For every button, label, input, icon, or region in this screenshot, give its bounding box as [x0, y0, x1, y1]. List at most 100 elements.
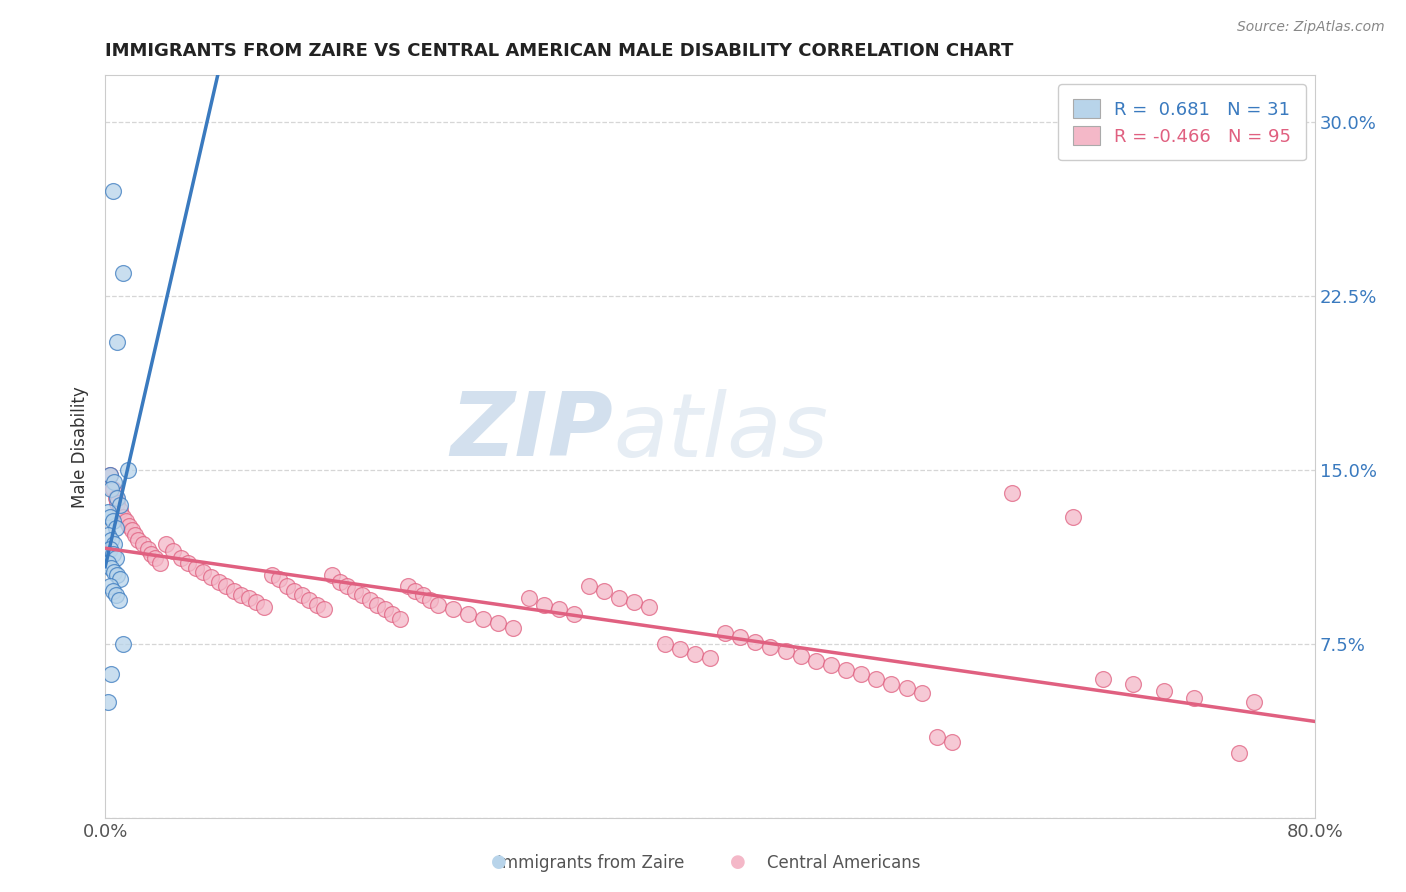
Point — [283, 583, 305, 598]
Point — [267, 572, 290, 586]
Point — [759, 640, 782, 654]
Point — [104, 551, 127, 566]
Point — [103, 537, 125, 551]
Point — [105, 335, 128, 350]
Text: ●: ● — [730, 853, 747, 871]
Point — [110, 498, 132, 512]
Point — [101, 482, 124, 496]
Point — [104, 521, 127, 535]
Point — [98, 542, 121, 557]
Point — [104, 589, 127, 603]
Point — [849, 667, 872, 681]
Point — [1001, 486, 1024, 500]
Point — [97, 505, 120, 519]
Point — [291, 589, 314, 603]
Point — [865, 672, 887, 686]
Point — [502, 621, 524, 635]
Point — [105, 491, 128, 505]
Point — [193, 566, 215, 580]
Point — [101, 547, 124, 561]
Point — [638, 600, 661, 615]
Point — [98, 467, 121, 482]
Point — [804, 653, 827, 667]
Point — [374, 602, 396, 616]
Point — [100, 533, 122, 547]
Point — [336, 579, 359, 593]
Point — [101, 185, 124, 199]
Point — [404, 583, 426, 598]
Point — [305, 598, 328, 612]
Point — [366, 598, 388, 612]
Point — [419, 593, 441, 607]
Point — [222, 583, 245, 598]
Point — [1243, 695, 1265, 709]
Point — [941, 735, 963, 749]
Point — [117, 463, 139, 477]
Point — [623, 595, 645, 609]
Point — [472, 612, 495, 626]
Text: atlas: atlas — [613, 389, 828, 475]
Point — [744, 635, 766, 649]
Point — [253, 600, 276, 615]
Point — [593, 583, 616, 598]
Point — [699, 651, 721, 665]
Point — [276, 579, 298, 593]
Point — [396, 579, 419, 593]
Point — [105, 567, 128, 582]
Point — [200, 570, 222, 584]
Point — [207, 574, 229, 589]
Point — [149, 556, 172, 570]
Point — [238, 591, 260, 605]
Point — [607, 591, 630, 605]
Point — [136, 542, 159, 557]
Point — [98, 467, 121, 482]
Legend: R =  0.681   N = 31, R = -0.466   N = 95: R = 0.681 N = 31, R = -0.466 N = 95 — [1059, 84, 1306, 161]
Point — [97, 556, 120, 570]
Point — [412, 589, 434, 603]
Point — [343, 583, 366, 598]
Point — [1182, 690, 1205, 705]
Point — [170, 551, 193, 566]
Point — [683, 647, 706, 661]
Point — [578, 579, 600, 593]
Point — [100, 667, 122, 681]
Point — [298, 593, 321, 607]
Point — [1153, 683, 1175, 698]
Text: ZIP: ZIP — [450, 389, 613, 475]
Text: ●: ● — [491, 853, 508, 871]
Point — [108, 593, 131, 607]
Point — [155, 537, 177, 551]
Point — [789, 648, 811, 663]
Point — [124, 528, 146, 542]
Point — [1092, 672, 1115, 686]
Text: IMMIGRANTS FROM ZAIRE VS CENTRAL AMERICAN MALE DISABILITY CORRELATION CHART: IMMIGRANTS FROM ZAIRE VS CENTRAL AMERICA… — [105, 42, 1014, 60]
Point — [321, 567, 343, 582]
Point — [100, 482, 122, 496]
Point — [910, 686, 932, 700]
Point — [1227, 747, 1250, 761]
Point — [381, 607, 404, 621]
Point — [426, 598, 449, 612]
Point — [132, 537, 155, 551]
Point — [103, 475, 125, 489]
Point — [457, 607, 479, 621]
Point — [139, 547, 162, 561]
Point — [562, 607, 585, 621]
Point — [103, 566, 125, 580]
Point — [121, 524, 143, 538]
Point — [820, 658, 842, 673]
Point — [329, 574, 352, 589]
Point — [184, 560, 207, 574]
Point — [1062, 509, 1084, 524]
Point — [115, 514, 138, 528]
Point — [714, 625, 737, 640]
Point — [245, 595, 267, 609]
Point — [143, 551, 166, 566]
Point — [162, 544, 184, 558]
Point — [1122, 677, 1144, 691]
Point — [100, 560, 122, 574]
Point — [925, 730, 948, 744]
Point — [835, 663, 858, 677]
Point — [110, 572, 132, 586]
Point — [533, 598, 555, 612]
